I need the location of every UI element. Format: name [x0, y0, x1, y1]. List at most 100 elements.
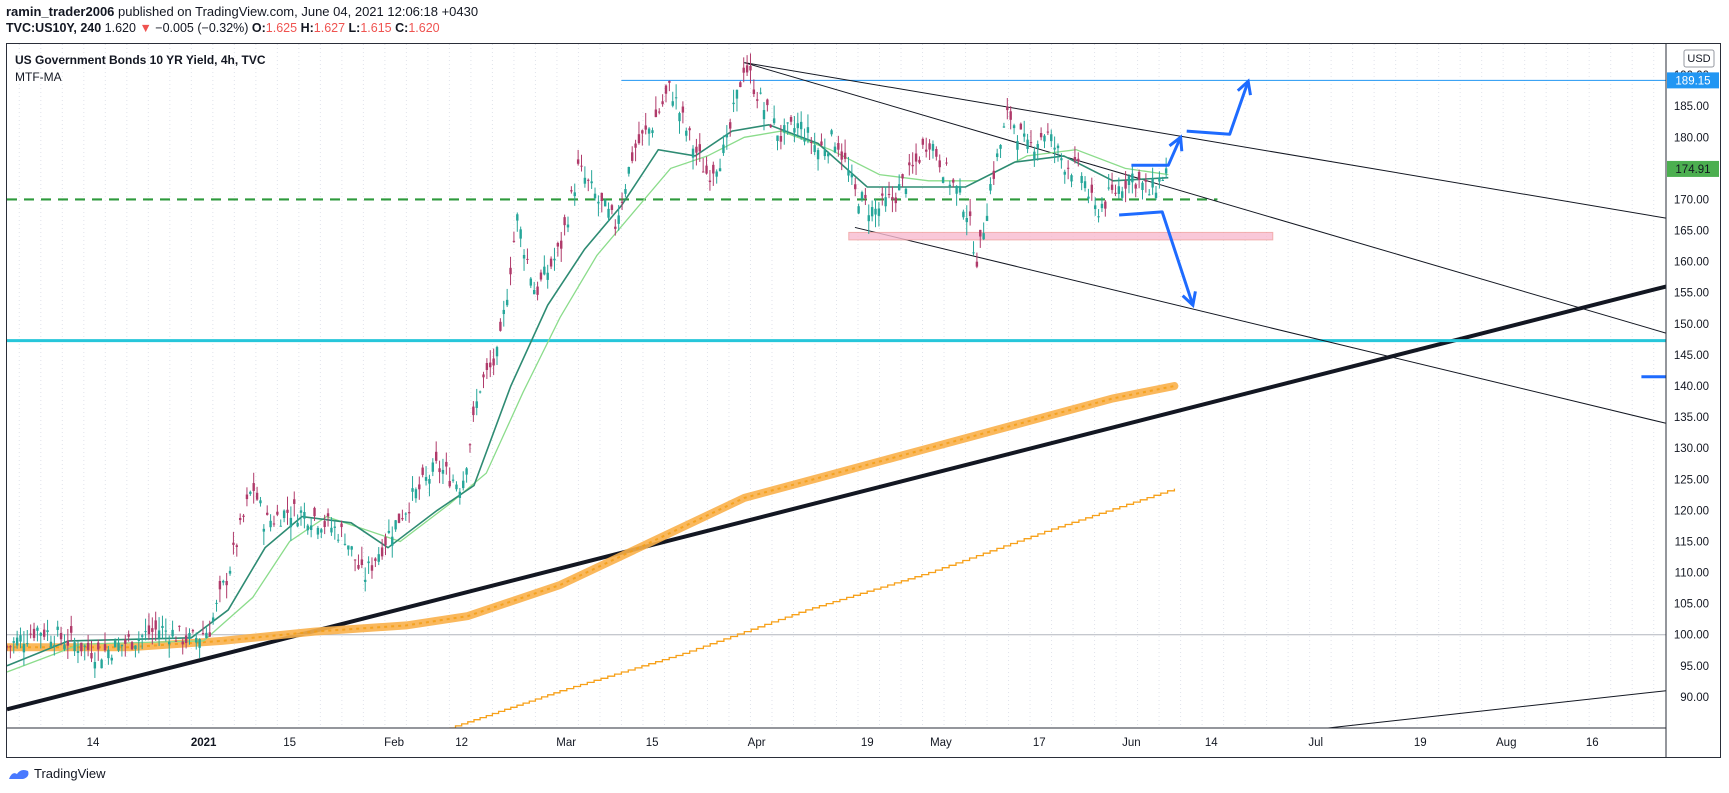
candle-body	[462, 480, 465, 489]
candle-body	[458, 491, 462, 498]
candle-body	[931, 143, 935, 151]
candle-body	[1131, 173, 1134, 183]
x-tick-label: 15	[646, 737, 659, 749]
candle-body	[539, 272, 543, 280]
candle-body	[958, 186, 962, 193]
candle-body	[1124, 180, 1127, 189]
candle-body	[46, 630, 49, 633]
close-label: C:	[395, 21, 409, 35]
candle-body	[482, 374, 485, 378]
y-tick-label: 140.00	[1674, 381, 1709, 393]
candle-body	[299, 510, 303, 513]
candle-body	[607, 208, 610, 218]
candle-body	[276, 511, 279, 515]
author-name[interactable]: ramin_trader2006	[6, 4, 115, 19]
candle-body	[1053, 147, 1056, 150]
candle-body	[157, 630, 161, 639]
candle-body	[668, 80, 671, 83]
last-price: 1.620	[104, 21, 136, 35]
candle-body	[266, 512, 269, 515]
candle-body	[590, 181, 593, 184]
candle-body	[739, 82, 742, 88]
candle-body	[1066, 167, 1070, 169]
candle-body	[12, 641, 15, 643]
candle-body	[293, 499, 296, 504]
candle-body	[688, 128, 691, 131]
candle-body	[384, 536, 387, 546]
candle-body	[232, 542, 235, 545]
candle-body	[1097, 216, 1100, 218]
candle-body	[887, 193, 891, 195]
candle-body	[269, 520, 272, 528]
price-label-1: 174.91	[1675, 164, 1710, 176]
candle-body	[296, 522, 299, 527]
candle-body	[935, 148, 938, 157]
candle-body	[29, 633, 32, 635]
candle-body	[1070, 175, 1073, 182]
candle-body	[945, 162, 948, 164]
y-tick-label: 95.00	[1680, 661, 1709, 673]
candle-body	[364, 579, 367, 582]
projection-arrow-1	[1186, 80, 1250, 136]
candle-body	[485, 363, 489, 370]
y-tick-label: 90.00	[1680, 692, 1709, 704]
candle-body	[1002, 126, 1006, 128]
candle-body	[637, 134, 641, 144]
candle-body	[999, 144, 1002, 149]
candle-body	[262, 528, 266, 532]
candle-body	[830, 130, 833, 135]
y-tick-label: 110.00	[1675, 568, 1709, 580]
candle-body	[103, 644, 107, 651]
y-tick-label: 150.00	[1674, 319, 1709, 331]
candle-body	[407, 512, 411, 514]
candle-body	[387, 530, 391, 533]
x-tick-label: 17	[1033, 737, 1046, 749]
candle-body	[59, 632, 63, 640]
candle-body	[100, 659, 103, 669]
candle-body	[509, 267, 512, 275]
candle-body	[1127, 176, 1131, 186]
candle-body	[1012, 125, 1016, 129]
candle-body	[151, 628, 154, 632]
candle-body	[418, 484, 421, 490]
candle-body	[495, 347, 499, 357]
candle-body	[502, 309, 505, 315]
symbol: TVC:US10Y, 240	[6, 21, 102, 35]
candle-body	[282, 510, 286, 519]
candle-body	[570, 190, 573, 192]
candle-body	[201, 633, 205, 635]
low-label: L:	[348, 21, 361, 35]
candle-body	[722, 144, 725, 154]
candle-body	[526, 258, 529, 260]
candle-body	[140, 635, 144, 637]
candle-body	[786, 122, 789, 124]
chart-title: US Government Bonds 10 YR Yield, 4h, TVC	[15, 53, 266, 67]
candle-body	[499, 321, 502, 331]
candle-body	[995, 153, 999, 158]
candle-body	[492, 358, 495, 366]
candle-body	[630, 152, 634, 161]
candle-body	[729, 122, 732, 129]
candle-body	[867, 215, 870, 222]
candle-body	[685, 130, 688, 136]
candle-body	[573, 192, 576, 197]
plot-area	[7, 44, 1666, 728]
tradingview-footer[interactable]: TradingView	[8, 766, 106, 781]
candle-body	[357, 564, 360, 569]
candle-body	[1036, 144, 1039, 149]
trend-line-8	[1328, 690, 1666, 728]
candle-body	[813, 145, 816, 152]
publish-info: ramin_trader2006 published on TradingVie…	[6, 4, 478, 19]
y-tick-label: 155.00	[1674, 288, 1709, 300]
candle-body	[1087, 196, 1090, 199]
candle-body	[367, 561, 370, 564]
candle-body	[380, 547, 384, 557]
candle-body	[860, 192, 864, 200]
candle-body	[350, 546, 353, 550]
candle-body	[377, 554, 380, 562]
candle-body	[901, 174, 904, 179]
candle-body	[620, 201, 624, 203]
candle-body	[208, 632, 211, 637]
candle-body	[1029, 142, 1033, 144]
